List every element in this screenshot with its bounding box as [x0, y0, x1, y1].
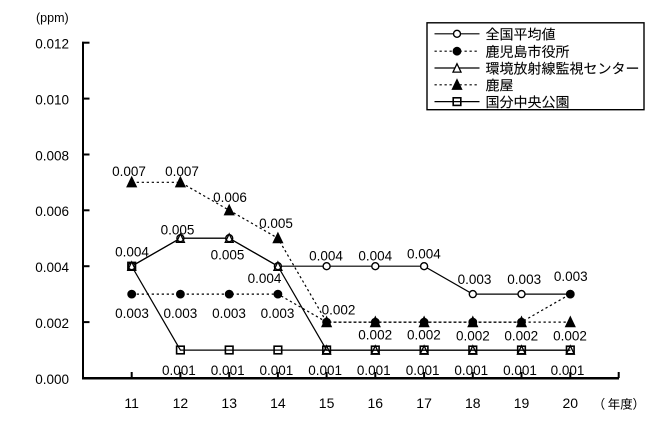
svg-text:0.001: 0.001 [357, 363, 391, 378]
svg-text:0.004: 0.004 [248, 271, 282, 286]
svg-text:0.012: 0.012 [35, 37, 69, 52]
svg-text:0.007: 0.007 [165, 164, 199, 179]
svg-text:11: 11 [124, 395, 139, 411]
svg-text:15: 15 [319, 395, 335, 411]
svg-text:20: 20 [563, 395, 579, 411]
svg-text:0.006: 0.006 [213, 190, 247, 205]
svg-text:0.001: 0.001 [260, 363, 294, 378]
svg-text:0.001: 0.001 [162, 363, 196, 378]
svg-text:0.003: 0.003 [261, 306, 295, 321]
svg-text:(ppm): (ppm) [36, 11, 69, 25]
svg-text:0.005: 0.005 [161, 223, 195, 238]
svg-text:17: 17 [416, 395, 432, 411]
svg-text:0.001: 0.001 [406, 363, 440, 378]
svg-text:13: 13 [221, 395, 237, 411]
svg-text:19: 19 [514, 395, 530, 411]
svg-text:0.003: 0.003 [554, 269, 588, 284]
svg-text:0.002: 0.002 [504, 328, 538, 343]
svg-text:0.004: 0.004 [35, 260, 69, 275]
svg-text:14: 14 [270, 395, 286, 411]
svg-text:12: 12 [173, 395, 189, 411]
svg-text:0.007: 0.007 [112, 164, 146, 179]
svg-text:0.002: 0.002 [553, 328, 587, 343]
svg-text:0.003: 0.003 [164, 306, 198, 321]
svg-text:0.004: 0.004 [407, 246, 441, 261]
svg-text:0.002: 0.002 [35, 316, 69, 331]
svg-text:0.002: 0.002 [358, 328, 392, 343]
svg-text:0.005: 0.005 [211, 247, 245, 262]
svg-text:0.003: 0.003 [458, 272, 492, 287]
svg-text:0.010: 0.010 [35, 93, 69, 108]
svg-text:0.008: 0.008 [35, 148, 69, 163]
svg-text:0.000: 0.000 [35, 372, 69, 387]
svg-text:0.002: 0.002 [322, 303, 356, 318]
svg-text:0.001: 0.001 [503, 363, 537, 378]
svg-text:16: 16 [368, 395, 384, 411]
svg-text:0.001: 0.001 [454, 363, 488, 378]
svg-text:0.002: 0.002 [456, 328, 490, 343]
svg-text:0.001: 0.001 [308, 363, 342, 378]
svg-text:0.002: 0.002 [407, 328, 441, 343]
svg-text:0.005: 0.005 [259, 216, 293, 231]
svg-text:0.006: 0.006 [35, 204, 69, 219]
svg-text:0.004: 0.004 [309, 248, 343, 263]
svg-text:0.004: 0.004 [115, 244, 149, 259]
svg-text:0.001: 0.001 [551, 363, 585, 378]
svg-text:0.004: 0.004 [358, 248, 392, 263]
svg-text:0.003: 0.003 [115, 306, 149, 321]
svg-text:0.003: 0.003 [507, 272, 541, 287]
svg-text:0.003: 0.003 [212, 306, 246, 321]
svg-text:18: 18 [465, 395, 481, 411]
svg-text:0.001: 0.001 [211, 363, 245, 378]
